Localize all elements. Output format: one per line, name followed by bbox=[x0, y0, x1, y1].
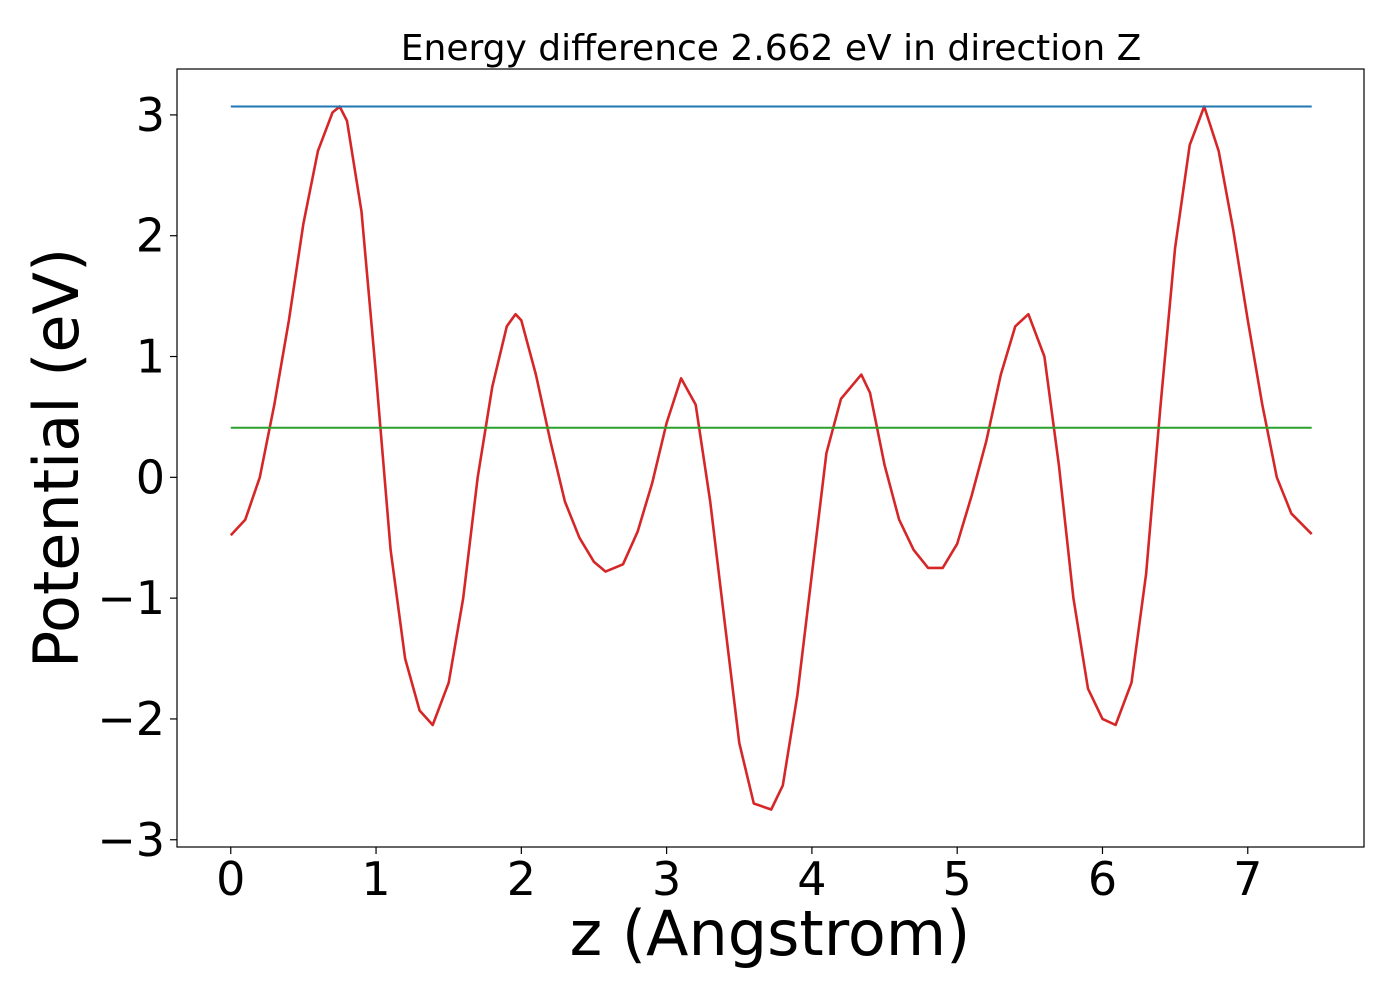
y-tick-label: −3 bbox=[97, 813, 165, 867]
y-tick-label: 1 bbox=[136, 330, 165, 384]
plot-frame bbox=[176, 68, 1365, 848]
x-tick-label: 1 bbox=[361, 852, 390, 906]
y-tick-label: −1 bbox=[97, 571, 165, 625]
x-axis-ticks: 0 1 2 3 4 5 6 7 bbox=[216, 847, 1262, 906]
y-tick-label: −2 bbox=[97, 692, 165, 746]
chart-title: Energy difference 2.662 eV in direction … bbox=[401, 28, 1142, 69]
y-axis-label: Potential (eV) bbox=[20, 248, 93, 668]
x-tick-label: 7 bbox=[1233, 852, 1262, 906]
x-tick-label: 3 bbox=[652, 852, 681, 906]
x-axis-label: z (Angstrom) bbox=[570, 897, 971, 970]
series-layer bbox=[229, 105, 1313, 811]
y-tick-label: 2 bbox=[136, 209, 165, 263]
x-tick-label: 4 bbox=[797, 852, 826, 906]
y-tick-label: 3 bbox=[136, 88, 165, 142]
x-tick-label: 6 bbox=[1088, 852, 1117, 906]
series-line-1 bbox=[229, 105, 1313, 811]
y-axis-ticks: −3 −2 −1 0 1 2 3 bbox=[97, 88, 177, 867]
y-tick-label: 0 bbox=[136, 450, 165, 504]
x-tick-label: 0 bbox=[216, 852, 245, 906]
x-tick-label: 5 bbox=[943, 852, 972, 906]
x-tick-label: 2 bbox=[507, 852, 536, 906]
